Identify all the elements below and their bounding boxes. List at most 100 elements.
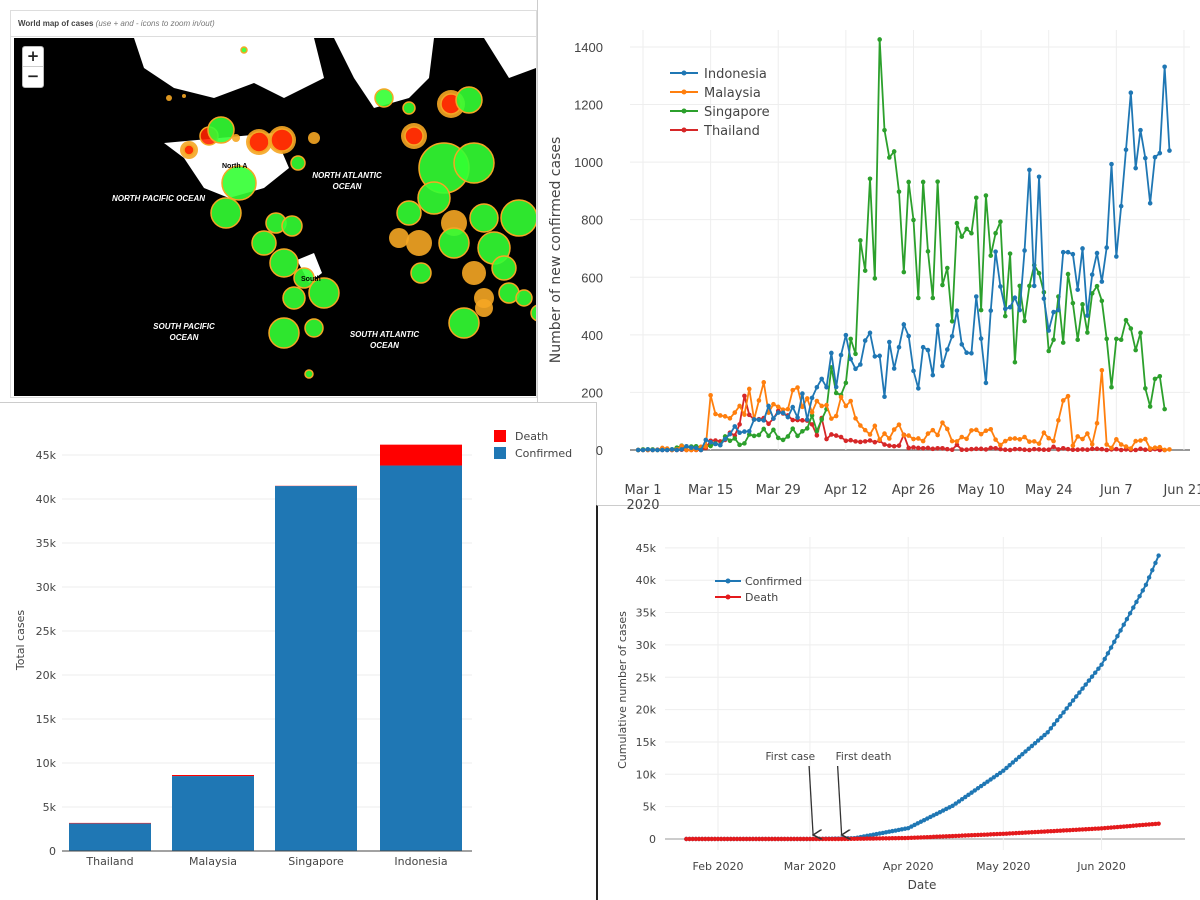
data-point (883, 836, 889, 841)
data-point (761, 418, 767, 423)
data-point (712, 836, 718, 842)
data-point (896, 422, 902, 427)
y-tick-label: 40k (636, 574, 657, 587)
data-point (1022, 447, 1027, 453)
zoom-out-button[interactable]: − (26, 67, 40, 85)
data-point (829, 836, 835, 842)
data-point (737, 403, 742, 409)
data-point (1143, 822, 1149, 827)
ocean-label: NORTH PACIFIC OCEAN (112, 194, 206, 203)
data-point (1085, 313, 1090, 318)
data-point (953, 833, 958, 839)
data-point (978, 431, 984, 437)
data-point (993, 249, 998, 254)
data-point (1104, 336, 1109, 342)
data-point (1137, 593, 1142, 599)
data-point (871, 836, 876, 841)
data-point (944, 347, 950, 352)
data-point (994, 831, 1000, 837)
data-point (872, 439, 878, 445)
x-tick-label: Mar 15 (688, 483, 733, 498)
data-point (746, 412, 752, 418)
data-point (920, 438, 926, 444)
legend-label: Confirmed (745, 575, 802, 588)
data-point (867, 330, 873, 336)
data-point (877, 353, 882, 359)
data-point (801, 836, 806, 842)
data-point (1118, 447, 1124, 453)
data-point (1051, 309, 1056, 315)
continent-label: North A (222, 163, 248, 170)
data-point (1002, 438, 1008, 444)
data-point (1133, 438, 1138, 444)
data-point (1026, 830, 1031, 835)
data-point (925, 445, 931, 451)
data-point (1004, 831, 1009, 836)
legend-label: Death (515, 430, 548, 443)
data-point (1104, 442, 1109, 447)
data-point (964, 447, 969, 453)
data-point (1080, 246, 1085, 251)
data-point (1150, 567, 1155, 573)
data-point (1070, 447, 1076, 453)
data-point (795, 836, 800, 842)
data-point (766, 433, 771, 439)
data-point (699, 836, 705, 842)
case-bubble (396, 200, 422, 226)
data-point (1070, 443, 1076, 448)
data-point (742, 393, 747, 399)
data-point (650, 447, 655, 453)
data-point (1114, 437, 1119, 442)
map-canvas[interactable] (14, 38, 536, 396)
data-point (742, 441, 747, 446)
data-point (862, 268, 868, 273)
data-point (761, 426, 767, 432)
data-point (982, 832, 987, 837)
data-point (1099, 662, 1104, 667)
data-point (1124, 824, 1130, 829)
data-point (660, 447, 665, 453)
data-point (727, 438, 733, 444)
data-point (775, 435, 781, 441)
data-point (1065, 393, 1071, 399)
zoom-in-button[interactable]: + (23, 47, 43, 67)
data-point (969, 833, 974, 838)
data-point (1075, 447, 1080, 453)
data-point (1027, 447, 1032, 453)
data-point (790, 404, 796, 410)
data-point (920, 344, 926, 350)
y-tick-label: 25k (636, 671, 657, 684)
data-point (809, 413, 815, 418)
data-point (1080, 302, 1085, 307)
data-point (1114, 446, 1119, 452)
data-point (1094, 446, 1100, 452)
data-point (717, 442, 723, 448)
data-point (1128, 90, 1134, 96)
x-tick-label: May 10 (957, 483, 1005, 498)
data-point (833, 836, 838, 842)
data-point (1123, 317, 1129, 323)
world-map[interactable]: NORTH PACIFIC OCEAN NORTH ATLANTIC OCEAN… (14, 38, 536, 396)
data-point (901, 269, 907, 275)
data-point (1150, 821, 1155, 827)
data-point (954, 220, 960, 226)
data-point (1020, 752, 1025, 757)
data-point (1046, 328, 1052, 333)
data-point (1152, 376, 1158, 382)
case-bubble (438, 227, 470, 259)
data-point (1124, 616, 1130, 622)
case-bubble (500, 199, 536, 237)
y-tick-label: 20k (636, 704, 657, 717)
data-point (1140, 588, 1145, 593)
data-point (1083, 682, 1088, 687)
ocean-label: SOUTH PACIFIC OCEAN (153, 322, 215, 342)
data-point (1086, 826, 1092, 832)
data-point (780, 410, 786, 416)
data-point (901, 322, 907, 327)
data-point (973, 446, 979, 452)
y-tick-label: 40k (36, 493, 57, 506)
data-point (751, 417, 757, 422)
case-bubble (268, 317, 300, 349)
data-point (1031, 283, 1037, 289)
data-point (689, 445, 694, 450)
